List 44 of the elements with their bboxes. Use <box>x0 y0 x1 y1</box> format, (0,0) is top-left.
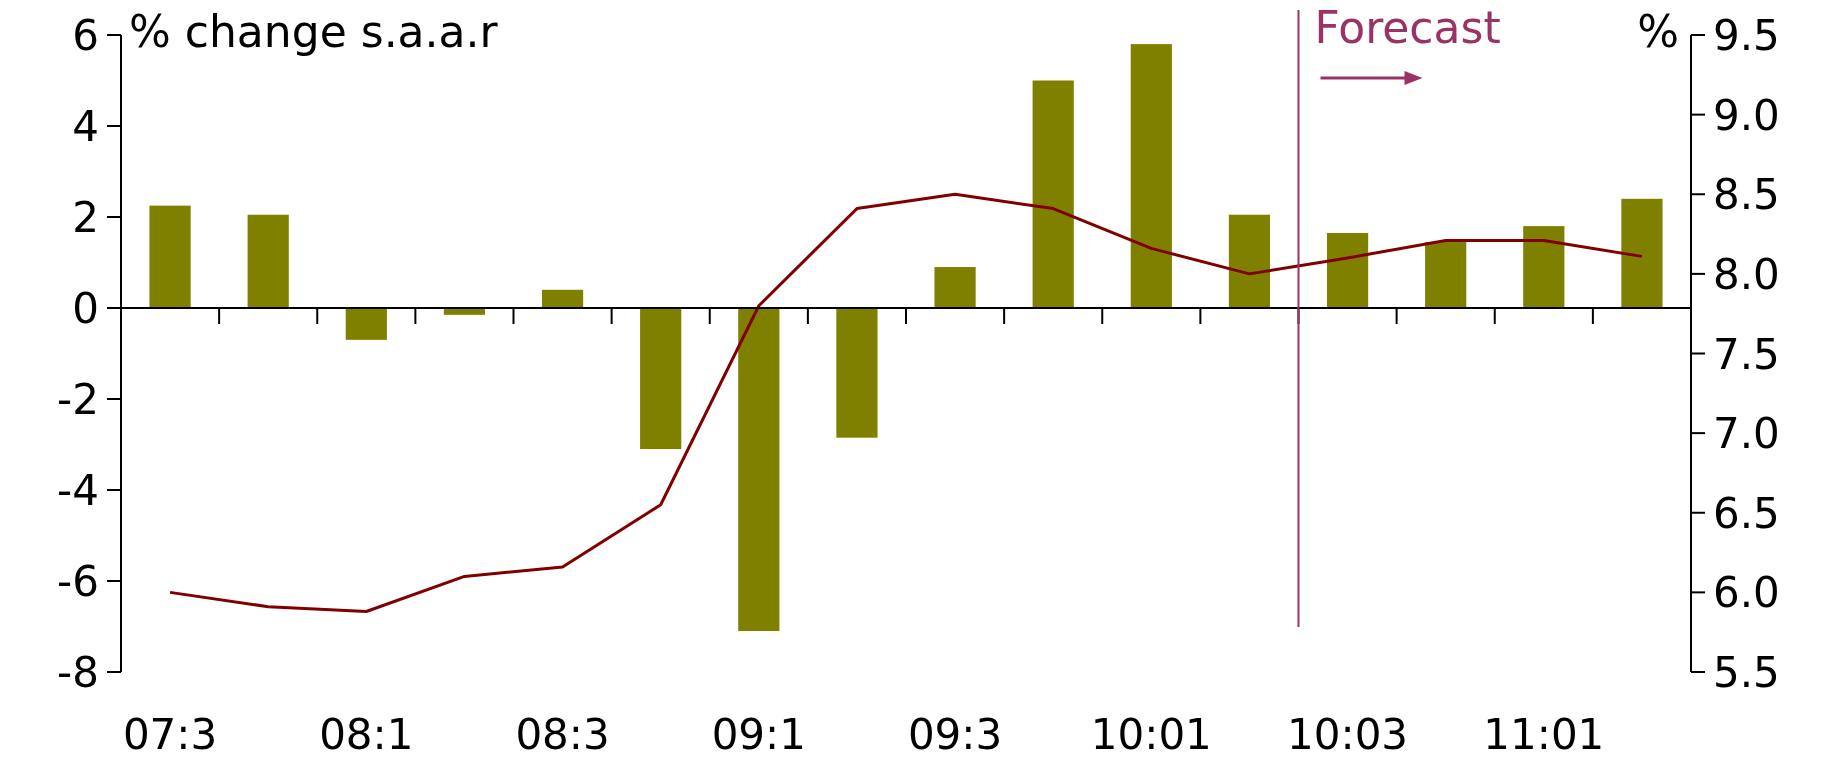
y-tick-label: 0 <box>72 284 99 334</box>
y2-tick-label: 8.5 <box>1713 170 1780 220</box>
bar <box>247 214 289 308</box>
x-tick-label: 10:01 <box>1090 710 1212 759</box>
y2-tick-label: 7.5 <box>1713 329 1780 379</box>
x-tick-label: 09:3 <box>907 710 1003 759</box>
x-tick-label: 10:03 <box>1287 710 1409 759</box>
y-tick-label: -6 <box>57 557 99 607</box>
bar <box>1326 232 1369 308</box>
y2-tick-label: 6.5 <box>1713 488 1780 538</box>
y2-tick-label: 6.0 <box>1713 568 1780 618</box>
y-tick-label: 2 <box>72 193 99 243</box>
bar <box>1032 80 1074 308</box>
y2-axis-title: % <box>1637 6 1679 57</box>
y-tick-label: 4 <box>72 102 99 152</box>
y2-tick-label: 8.0 <box>1713 249 1780 299</box>
bar <box>149 205 191 308</box>
bar <box>1523 226 1565 308</box>
annotation: Forecast <box>1314 2 1501 53</box>
y2-tick-label: 5.5 <box>1713 648 1780 698</box>
x-tick-label: 08:3 <box>515 710 610 759</box>
bar <box>836 308 878 438</box>
bar <box>640 308 682 450</box>
y-axis-title: % change s.a.a.r <box>129 6 499 57</box>
bar <box>1425 242 1467 308</box>
bar <box>1130 44 1172 308</box>
x-tick-label: 09:1 <box>711 710 806 759</box>
bar <box>738 308 780 632</box>
y2-tick-label: 9.5 <box>1713 11 1780 61</box>
x-tick-label: 11:01 <box>1483 710 1605 759</box>
line-series <box>168 192 1644 613</box>
y2-tick-label: 7.0 <box>1713 409 1780 459</box>
x-tick-label: 07:3 <box>122 710 218 759</box>
bar <box>1228 214 1271 308</box>
bar <box>1621 198 1663 308</box>
y-tick-label: -4 <box>57 466 99 516</box>
x-tick-label: 08:1 <box>319 710 414 759</box>
y2-tick-label: 9.0 <box>1713 90 1780 140</box>
bar <box>345 308 387 340</box>
bar <box>541 289 584 308</box>
y-tick-label: -2 <box>57 375 99 425</box>
y-tick-label: 6 <box>72 11 99 61</box>
y-tick-label: -8 <box>57 648 99 698</box>
bar <box>934 267 976 308</box>
